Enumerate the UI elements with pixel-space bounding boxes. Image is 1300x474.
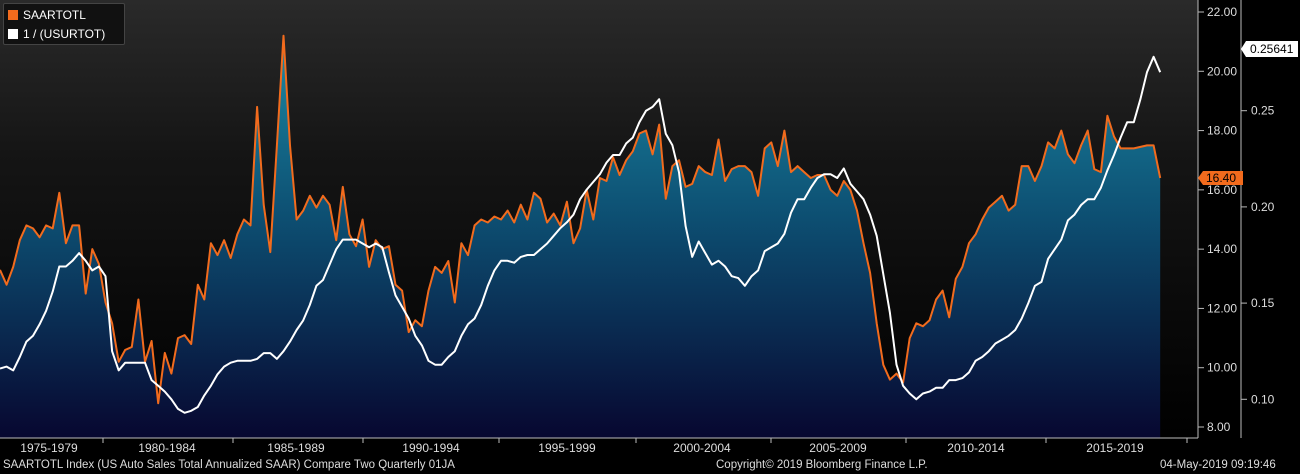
x-tick-label: 1980-1984 [138,441,196,455]
primary-y-tick-label: 18.00 [1207,124,1237,138]
axis-background [1198,0,1300,438]
primary-y-tick-label: 10.00 [1207,361,1237,375]
footer-bar: SAARTOTL Index (US Auto Sales Total Annu… [0,458,1300,474]
saartotl-area-fill [0,35,1161,438]
legend-label: SAARTOTL [23,8,86,22]
saartotl-last-value-badge [1198,171,1243,185]
unemployment-inverse-series-line [0,55,1162,414]
x-tick-label: 2005-2009 [809,441,867,455]
secondary-y-tick-label: 0.20 [1251,200,1275,214]
x-tick-label: 2010-2014 [947,441,1005,455]
unemployment-inverse-last-value-label: 0.25641 [1250,42,1294,56]
x-tick-label: 1995-1999 [538,441,596,455]
primary-y-tick-label: 16.00 [1207,183,1237,197]
legend-label: 1 / (USURTOT) [23,27,106,41]
x-tick-label: 1985-1989 [267,441,325,455]
legend-swatch-orange [8,10,18,20]
primary-y-tick-label: 14.00 [1207,242,1237,256]
primary-y-tick-label: 8.00 [1207,420,1231,434]
footer-copyright: Copyright© 2019 Bloomberg Finance L.P. [716,459,928,471]
chart-canvas: 1975-1979 1980-1984 1985-1989 1990-1994 1995… [0,0,1300,455]
legend-item-unemployment-inverse: 1 / (USURTOT) [8,26,120,42]
secondary-y-tick-label: 0.10 [1251,392,1275,406]
unemployment-inverse-last-value-badge [1241,41,1298,57]
footer-timestamp: 04-May-2019 09:19:46 [1160,459,1276,471]
primary-y-tick-label: 20.00 [1207,64,1237,78]
legend-item-saartotl: SAARTOTL [8,7,120,23]
footer-description: SAARTOTL Index (US Auto Sales Total Annu… [3,459,455,471]
saartotl-last-value-label: 16.40 [1206,171,1236,185]
secondary-y-tick-label: 0.15 [1251,296,1275,310]
legend-swatch-white [8,29,18,39]
x-tick-label: 1975-1979 [20,441,78,455]
legend: SAARTOTL 1 / (USURTOT) [3,3,125,45]
x-tick-label: 1990-1994 [402,441,460,455]
secondary-y-tick-label: 0.25 [1251,104,1275,118]
x-tick-label: 2015-2019 [1086,441,1144,455]
primary-y-tick-label: 22.00 [1207,5,1237,19]
primary-y-tick-label: 12.00 [1207,301,1237,315]
saartotl-series-line [0,34,1162,405]
x-tick-label: 2000-2004 [673,441,731,455]
